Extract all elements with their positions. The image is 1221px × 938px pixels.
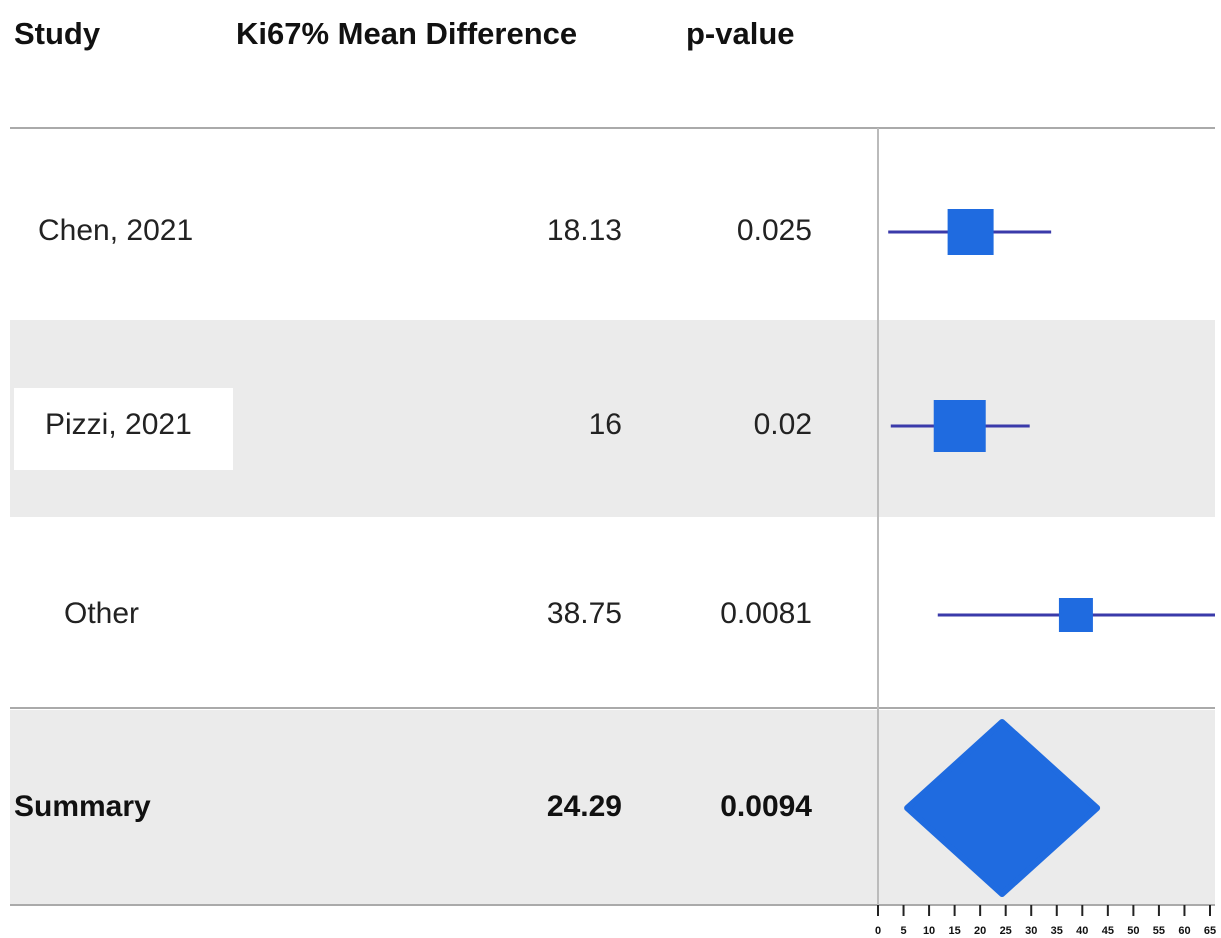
study-label: Pizzi, 2021 [45, 408, 192, 441]
x-tick-label: 55 [1153, 925, 1165, 937]
summary-diamond [904, 719, 1101, 897]
point-estimate [1058, 598, 1093, 632]
p-label: 0.025 [737, 214, 812, 247]
value-label: 18.13 [547, 214, 622, 247]
header: p-value [686, 16, 795, 51]
label-box [14, 388, 233, 470]
x-tick-label: 20 [974, 925, 986, 937]
point-estimate [933, 400, 986, 452]
point-estimate [947, 209, 994, 255]
x-tick-label: 15 [948, 925, 960, 937]
x-tick-label: 30 [1025, 925, 1037, 937]
summary-p: 0.0094 [720, 790, 812, 823]
x-tick-label: 35 [1051, 925, 1063, 937]
x-tick-label: 40 [1076, 925, 1088, 937]
study-label: Chen, 2021 [38, 214, 193, 247]
x-tick-label: 5 [900, 925, 906, 937]
x-tick-label: 0 [875, 925, 881, 937]
value-label: 38.75 [547, 597, 622, 630]
value-label: 16 [589, 408, 622, 441]
x-tick-label: 25 [1000, 925, 1012, 937]
summary-label: Summary [14, 790, 151, 823]
header: Study [14, 16, 101, 51]
p-label: 0.0081 [720, 597, 812, 630]
summary-value: 24.29 [547, 790, 622, 823]
x-tick-label: 50 [1127, 925, 1139, 937]
study-label: Other [64, 597, 139, 630]
p-label: 0.02 [754, 408, 812, 441]
x-tick-label: 10 [923, 925, 935, 937]
x-tick-label: 45 [1102, 925, 1114, 937]
header: Ki67% Mean Difference [236, 16, 577, 51]
x-tick-label: 65 [1204, 925, 1216, 937]
x-tick-label: 60 [1178, 925, 1190, 937]
